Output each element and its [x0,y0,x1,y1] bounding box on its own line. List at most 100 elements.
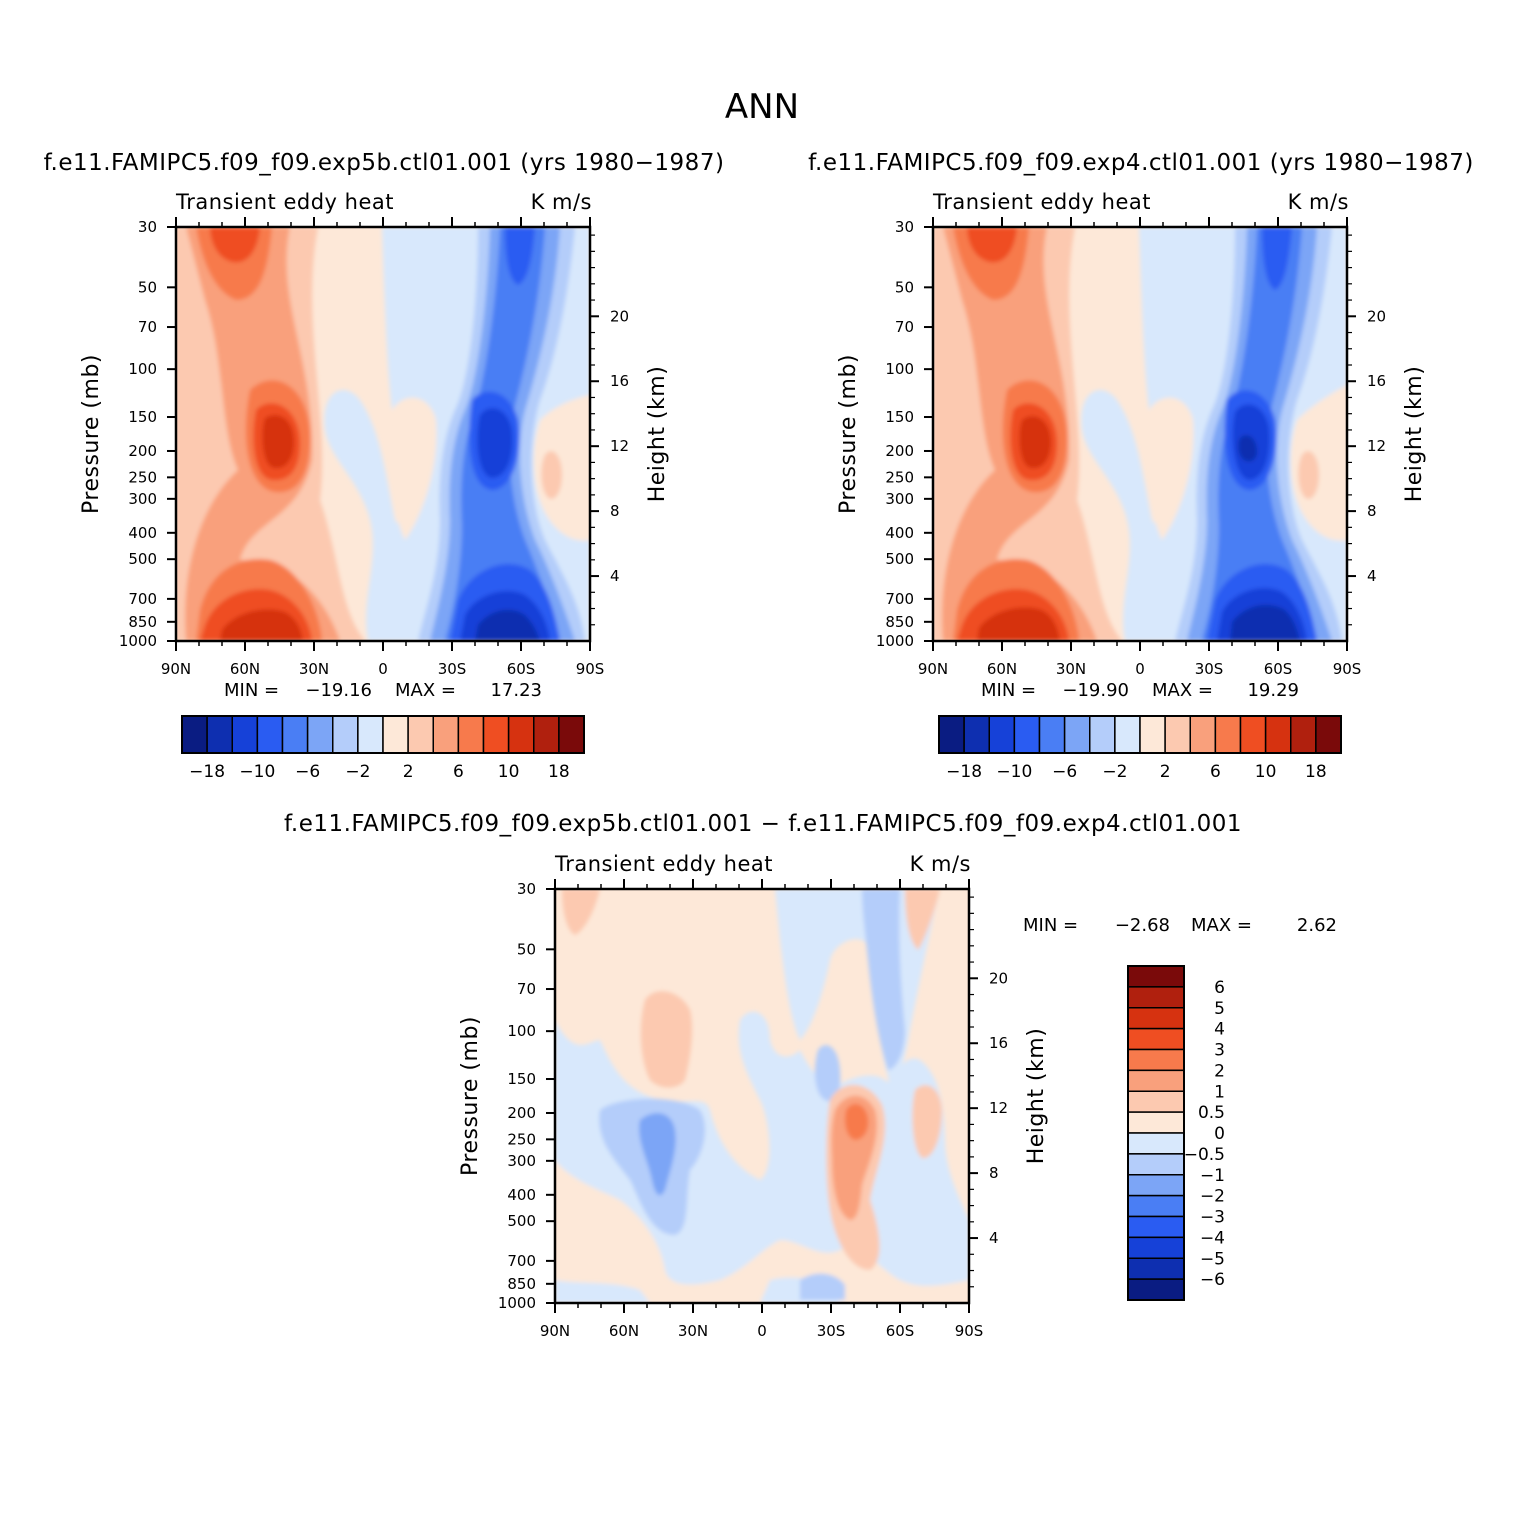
pressure-tick-label: 400 [507,1186,536,1204]
pressure-tick-label: 150 [885,408,914,426]
colorbar-box [1127,1027,1185,1051]
colorbar-box [206,715,233,754]
max-value: 17.23 [490,680,542,701]
height-tick-label: 20 [610,307,629,325]
colorbar-box [1127,1007,1185,1030]
pressure-tick-label: 70 [517,980,536,998]
height-tick-label: 12 [1367,437,1386,455]
max-value: 19.29 [1247,680,1299,701]
colorbar-label: −0.5 [1184,1145,1225,1165]
colorbar-box [1127,965,1185,988]
colorbar-label: 3 [1214,1041,1225,1061]
panel-right: Transient eddy heat K m/s [836,190,1427,782]
pressure-tick-label: 250 [128,468,157,486]
pressure-tick-label: 200 [507,1104,536,1122]
colorbar-box [1239,715,1267,754]
y2-axis-label: Height (km) [1402,366,1427,503]
pressure-tick-label: 700 [128,590,157,608]
colorbar-box [407,715,434,754]
pressure-tick-label: 250 [885,468,914,486]
pressure-tick-label: 300 [885,490,914,508]
min-label: MIN = [981,680,1036,701]
y-axis-label: Pressure (mb) [458,1016,483,1176]
colorbar-label: −18 [189,762,225,782]
colorbar-box [1127,1278,1185,1301]
colorbar-box [181,715,208,754]
pressure-tick-label: 50 [138,278,157,296]
lat-tick-label: 0 [1135,660,1145,678]
colorbar-box [1127,1153,1185,1176]
pressure-tick-label: 200 [885,442,914,460]
variable-name: Transient eddy heat [932,190,1151,214]
colorbar-box [1127,1111,1185,1134]
pressure-tick-label: 30 [138,218,157,236]
pressure-tick-label: 200 [128,442,157,460]
colorbar-label: 6 [453,762,464,782]
colorbar-label: −3 [1200,1208,1225,1228]
colorbar-box [1127,1090,1185,1113]
colorbar-box [281,715,309,754]
panel-left: Transient eddy heat K m/s [79,190,670,782]
variable-name: Transient eddy heat [554,852,773,876]
pressure-tick-label: 300 [128,490,157,508]
colorbar-frame [1127,965,1185,1301]
colorbar-box [1139,715,1166,754]
lat-tick-label: 30N [1056,660,1086,678]
colorbar-label: 0.5 [1198,1103,1225,1123]
lat-tick-label: 60S [886,1322,915,1340]
height-tick-label: 4 [610,567,620,585]
height-tick-label: 12 [989,1099,1008,1117]
colorbar-box [558,715,585,754]
pressure-tick-label: 100 [885,360,914,378]
colorbar-label: −18 [946,762,982,782]
colorbar-box [231,715,259,754]
colorbar-label: −6 [1200,1270,1225,1290]
colorbar-box [332,715,359,754]
colorbar-label: 10 [498,762,520,782]
lat-tick-label: 30S [1195,660,1224,678]
pressure-tick-label: 30 [895,218,914,236]
pressure-tick-label: 850 [507,1275,536,1293]
pressure-tick-label: 150 [128,408,157,426]
pressure-tick-label: 400 [128,524,157,542]
colorbar-box [1127,1257,1185,1280]
colorbar-label: −10 [996,762,1032,782]
pressure-tick-label: 70 [895,318,914,336]
pressure-tick-label: 500 [128,550,157,568]
colorbar-box [1127,1069,1185,1092]
contour-field [176,227,590,641]
pressure-tick-label: 700 [885,590,914,608]
lat-tick-label: 90S [955,1322,984,1340]
colorbar-box [1127,1215,1185,1239]
lat-tick-label: 90N [161,660,191,678]
figure-title: ANN [725,87,799,127]
colorbar-label: 18 [1305,762,1327,782]
colorbar-label: 1 [1214,1082,1225,1102]
colorbar-frame [938,715,1342,754]
pressure-tick-label: 30 [517,880,536,898]
pressure-tick-label: 100 [507,1022,536,1040]
colorbar-box [1164,715,1191,754]
pressure-tick-label: 500 [885,550,914,568]
colorbar-box [938,715,965,754]
contour-field [933,227,1347,641]
panel-diff: Transient eddy heat K m/s [458,852,1337,1340]
colorbar-label: −2 [1102,762,1127,782]
colorbar-box [963,715,990,754]
colorbar-box [1214,715,1242,754]
colorbar-box [1127,986,1185,1009]
lat-tick-label: 60S [507,660,536,678]
colorbar-box [256,715,284,754]
height-tick-label: 12 [610,437,629,455]
colorbar-box [533,715,560,754]
colorbar-label: −6 [295,762,320,782]
panel-title-right: f.e11.FAMIPC5.f09_f09.exp4.ctl01.001 (yr… [808,150,1474,176]
colorbar-box [1038,715,1066,754]
height-tick-label: 16 [610,372,629,390]
colorbar-box [457,715,485,754]
variable-name: Transient eddy heat [175,190,394,214]
pressure-tick-label: 700 [507,1252,536,1270]
colorbar-box [1127,1194,1185,1218]
